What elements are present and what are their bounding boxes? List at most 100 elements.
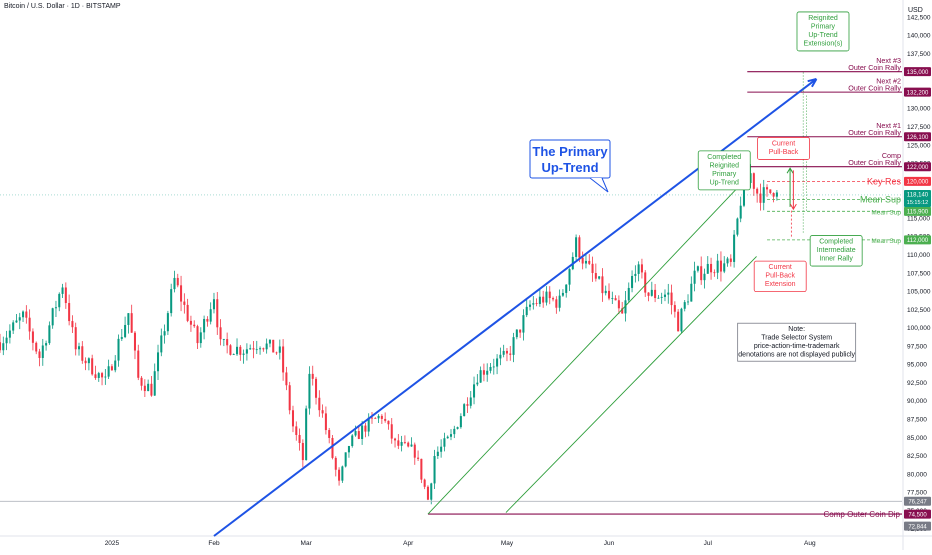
candle: [357, 426, 360, 440]
callouts: ReignitedPrimaryUp-TrendExtension(s)Comp…: [697, 11, 863, 293]
candle-body: [120, 337, 123, 339]
candle: [137, 344, 140, 381]
candle: [12, 320, 15, 335]
candle-body: [446, 436, 449, 439]
callout-text: Current: [769, 264, 792, 271]
level-label: Mean Sup: [871, 209, 901, 216]
candle-body: [723, 263, 726, 272]
candle-body: [519, 329, 522, 333]
candle-body: [94, 374, 97, 378]
candle: [160, 328, 163, 357]
candle-body: [324, 413, 327, 431]
channel: [427, 173, 757, 515]
candle: [667, 283, 670, 304]
candle-body: [502, 350, 505, 355]
candle-body: [160, 335, 163, 353]
candle: [766, 184, 769, 197]
candle-body: [8, 330, 11, 338]
candle-body: [334, 457, 337, 470]
candle-body: [71, 321, 74, 328]
level-badge-text: 126,100: [907, 135, 929, 141]
candle: [150, 376, 153, 397]
candle-body: [176, 277, 179, 286]
candle-body: [305, 408, 308, 461]
candle-body: [222, 339, 225, 340]
candle: [594, 263, 597, 282]
primary-trend-arrowhead: [807, 78, 818, 88]
candle-body: [558, 295, 561, 308]
candle: [301, 439, 304, 468]
candle: [525, 299, 528, 318]
candle: [423, 478, 426, 490]
candle-body: [38, 351, 41, 358]
channel-lower: [505, 256, 757, 513]
candle: [334, 456, 337, 477]
candle-body: [361, 425, 364, 439]
callout-text: Reignited: [808, 15, 838, 22]
level-label: Next #3: [876, 56, 901, 65]
candle-body: [127, 313, 130, 325]
candle: [22, 310, 25, 323]
candle: [58, 292, 61, 312]
candle: [8, 324, 11, 344]
candle-body: [28, 317, 31, 332]
candle: [193, 320, 196, 328]
candle: [505, 348, 508, 362]
candle: [647, 292, 650, 302]
candle: [120, 329, 123, 342]
candle: [693, 261, 696, 292]
x-tick-label: 2025: [105, 540, 120, 547]
candle-body: [449, 434, 453, 437]
candle-body: [81, 346, 84, 361]
candle: [239, 345, 242, 361]
candle-body: [236, 346, 239, 355]
trend-label-box: [529, 139, 611, 179]
candle: [466, 397, 469, 414]
candle: [124, 316, 127, 339]
y-tick-label: 102,500: [907, 307, 931, 314]
candle: [400, 435, 403, 452]
candle: [5, 330, 8, 351]
candle-body: [627, 287, 630, 301]
candle: [545, 286, 548, 306]
callout-box: [809, 235, 863, 267]
candle: [617, 295, 620, 315]
candle: [407, 441, 410, 448]
candle-body: [532, 303, 535, 305]
candle: [627, 282, 630, 303]
candle-body: [268, 339, 271, 344]
candle-body: [528, 304, 532, 307]
callout-text: Up-Trend: [710, 179, 739, 186]
candle-body: [150, 383, 153, 396]
candle: [176, 273, 179, 288]
y-tick-label: 127,500: [907, 124, 931, 131]
candle: [101, 371, 104, 386]
candle: [272, 339, 275, 353]
candle: [54, 300, 57, 318]
candle: [370, 412, 374, 424]
candle-body: [206, 318, 209, 322]
level-badge-text: 74,500: [908, 512, 927, 518]
candle-body: [486, 370, 489, 375]
candle: [555, 296, 558, 314]
candle-body: [515, 329, 518, 338]
candle-body: [209, 309, 212, 322]
candle: [282, 339, 285, 381]
candle-body: [275, 352, 278, 354]
candle: [683, 300, 686, 312]
candle: [71, 315, 74, 333]
level-badge-text: 112,000: [907, 238, 929, 244]
current-price-text: 118,140: [907, 192, 929, 198]
gray-mark: 76,247: [0, 496, 931, 506]
candle-body: [614, 298, 617, 301]
candle-body: [321, 410, 324, 414]
candle: [410, 437, 413, 447]
green-up-arrowhead: [786, 167, 794, 174]
candle-body: [690, 283, 693, 302]
level-badge: 122,000: [904, 162, 931, 172]
level-label: Next #2: [876, 77, 901, 86]
candle: [736, 217, 739, 237]
level-badge-box: [904, 132, 931, 142]
candle: [509, 345, 512, 361]
